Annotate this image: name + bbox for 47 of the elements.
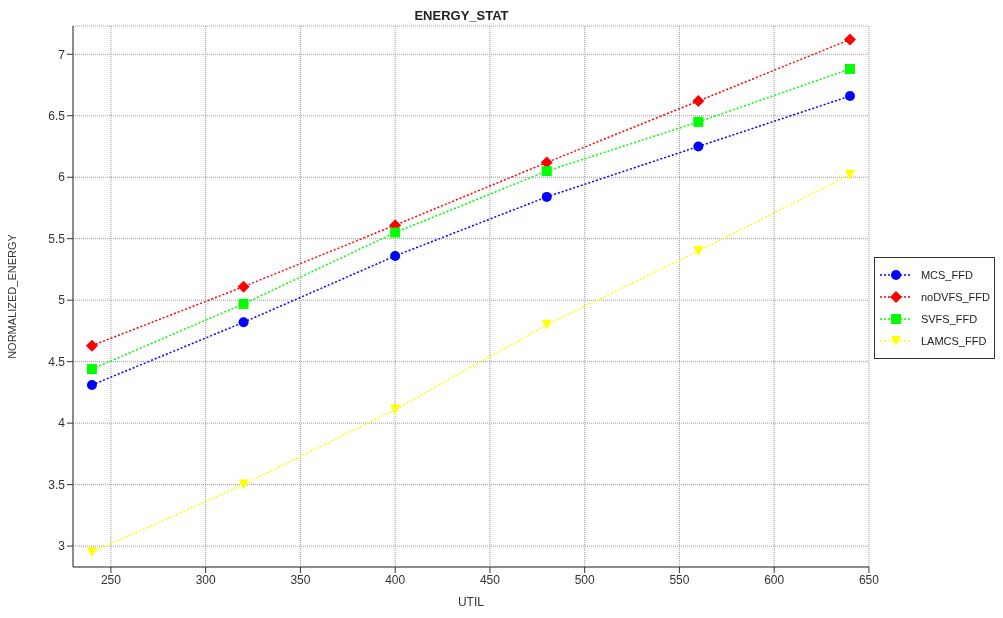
- x-tick-label: 250: [100, 572, 122, 587]
- y-tick-label: 6.5: [48, 109, 66, 124]
- point: [693, 141, 704, 152]
- point: [85, 339, 98, 352]
- x-tick-label: 300: [195, 572, 216, 587]
- x-axis-title: UTIL: [457, 595, 485, 609]
- point: [238, 479, 249, 490]
- y-tick-label: 3: [58, 539, 66, 554]
- legend-label: noDVFS_FFD: [920, 291, 990, 303]
- point: [844, 169, 855, 180]
- point: [390, 227, 401, 238]
- y-tick-label: 6: [58, 170, 66, 185]
- chart-title: ENERGY_STAT: [413, 8, 510, 23]
- point: [541, 319, 552, 330]
- legend-label: MCS_FFD: [920, 269, 973, 281]
- point: [238, 317, 249, 328]
- x-tick-label: 550: [669, 572, 690, 587]
- y-tick-label: 7: [58, 47, 66, 62]
- x-tick-label: 500: [574, 572, 595, 587]
- point: [86, 380, 97, 391]
- y-tick-label: 5.5: [48, 231, 66, 246]
- point: [390, 250, 401, 261]
- legend-label: LAMCS_FFD: [920, 335, 987, 347]
- point: [844, 64, 855, 75]
- point: [692, 95, 705, 107]
- point: [86, 364, 97, 375]
- x-tick-label: 350: [290, 572, 311, 587]
- x-tick-label: 450: [479, 572, 501, 587]
- point: [541, 166, 552, 177]
- point: [390, 404, 401, 415]
- point: [237, 280, 250, 293]
- point: [541, 191, 552, 202]
- x-tick-label: 600: [764, 572, 785, 587]
- x-tick-label: 400: [385, 572, 406, 587]
- point: [86, 547, 97, 558]
- y-tick-label: 4: [58, 416, 66, 431]
- point: [693, 246, 704, 257]
- point: [693, 116, 704, 127]
- x-tick-label: 650: [858, 572, 880, 587]
- point: [844, 91, 855, 102]
- point: [238, 298, 249, 309]
- point: [843, 33, 856, 46]
- legend-label: SVFS_FFD: [920, 313, 978, 325]
- y-axis-title: NORMALIZED_ENERGY: [5, 233, 18, 359]
- y-tick-label: 3.5: [48, 477, 66, 492]
- y-tick-label: 5: [58, 293, 66, 308]
- y-tick-label: 4.5: [48, 354, 66, 369]
